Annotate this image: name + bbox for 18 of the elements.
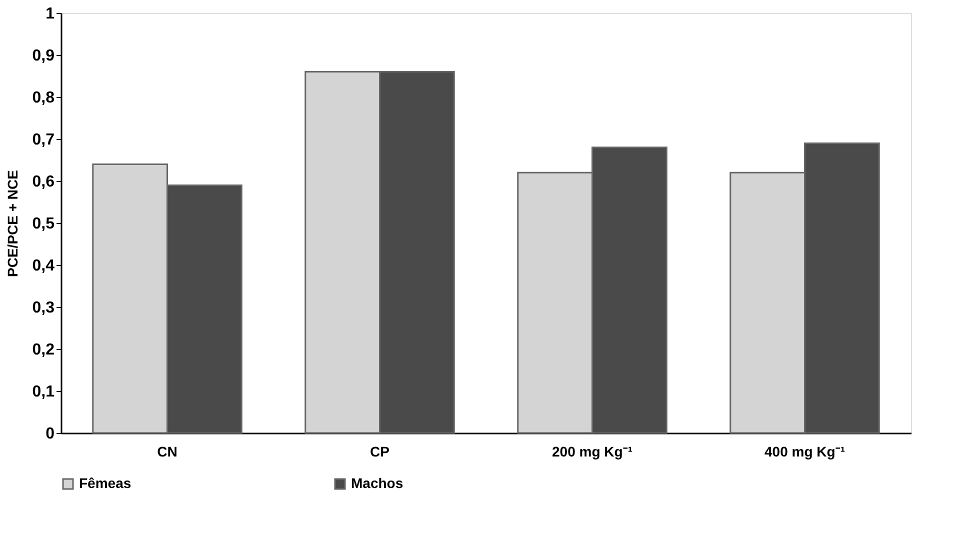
x-tick-label: 400 mg Kg⁻¹ (764, 444, 846, 460)
x-tick-label: 200 mg Kg⁻¹ (552, 444, 633, 460)
legend-label: Fêmeas (79, 475, 132, 491)
y-tick-label: 0,2 (32, 342, 55, 358)
y-tick-label: 0,6 (32, 174, 55, 190)
y-tick-label: 0,3 (32, 300, 55, 316)
y-tick-label: 0 (46, 426, 55, 442)
legend-label: Machos (351, 475, 404, 491)
y-tick-label: 0,5 (32, 216, 55, 232)
y-tick-label: 0,1 (32, 384, 55, 400)
y-tick-label: 0,8 (32, 90, 55, 106)
y-tick-label: 0,7 (32, 132, 55, 148)
x-tick-label: CP (370, 444, 390, 460)
y-axis-title: PCE/PCE + NCE (4, 170, 20, 277)
x-tick-label: CN (157, 444, 178, 460)
y-tick-label: 1 (46, 6, 55, 22)
y-tick-label: 0,4 (32, 258, 55, 274)
y-tick-label: 0,9 (32, 48, 55, 64)
